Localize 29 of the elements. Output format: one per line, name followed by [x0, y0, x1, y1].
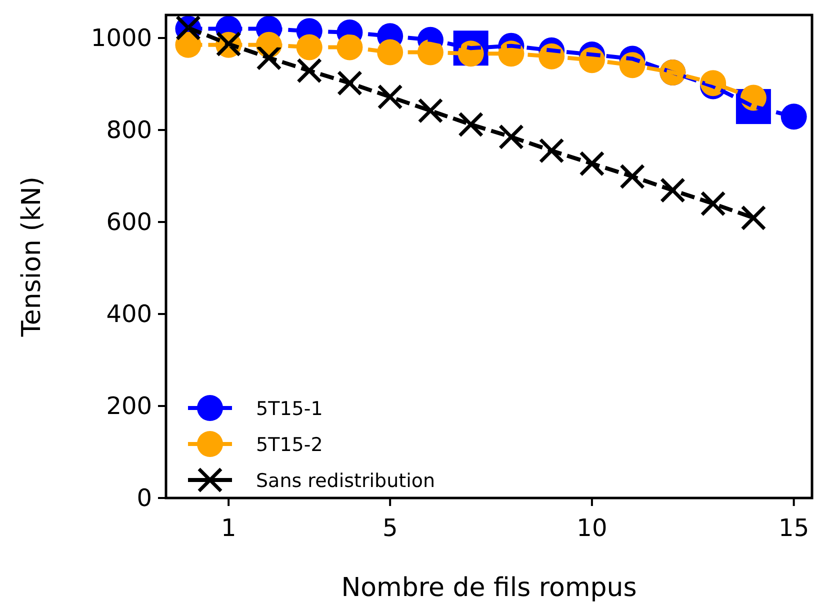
point — [418, 98, 444, 124]
point — [256, 45, 282, 71]
x-tick-label: 15 — [778, 514, 810, 542]
point — [498, 124, 524, 150]
point — [780, 104, 807, 130]
point — [579, 150, 605, 176]
x-tick-label: 10 — [576, 514, 608, 542]
y-tick-label: 1000 — [90, 24, 152, 52]
legend-label: 5T15-2 — [256, 434, 323, 456]
point — [458, 112, 484, 138]
point — [296, 58, 322, 84]
legend-label: Sans redistribution — [256, 470, 436, 492]
y-tick-label: 600 — [106, 208, 152, 236]
point — [538, 138, 564, 164]
x-axis-title: Nombre de fils rompus — [341, 573, 637, 603]
y-axis-title: Tension (kN) — [17, 176, 47, 338]
point — [740, 205, 766, 231]
y-tick-label: 800 — [106, 116, 152, 144]
legend-label: 5T15-1 — [256, 398, 323, 420]
point — [336, 70, 362, 96]
x-tick-label: 5 — [382, 514, 398, 542]
point — [620, 164, 646, 190]
point — [377, 84, 403, 110]
y-tick-label: 0 — [136, 484, 152, 512]
y-tick-label: 200 — [106, 392, 152, 420]
x-tick-label: 1 — [220, 514, 236, 542]
point — [660, 178, 686, 204]
point — [700, 190, 726, 216]
y-tick-label: 400 — [106, 300, 152, 328]
